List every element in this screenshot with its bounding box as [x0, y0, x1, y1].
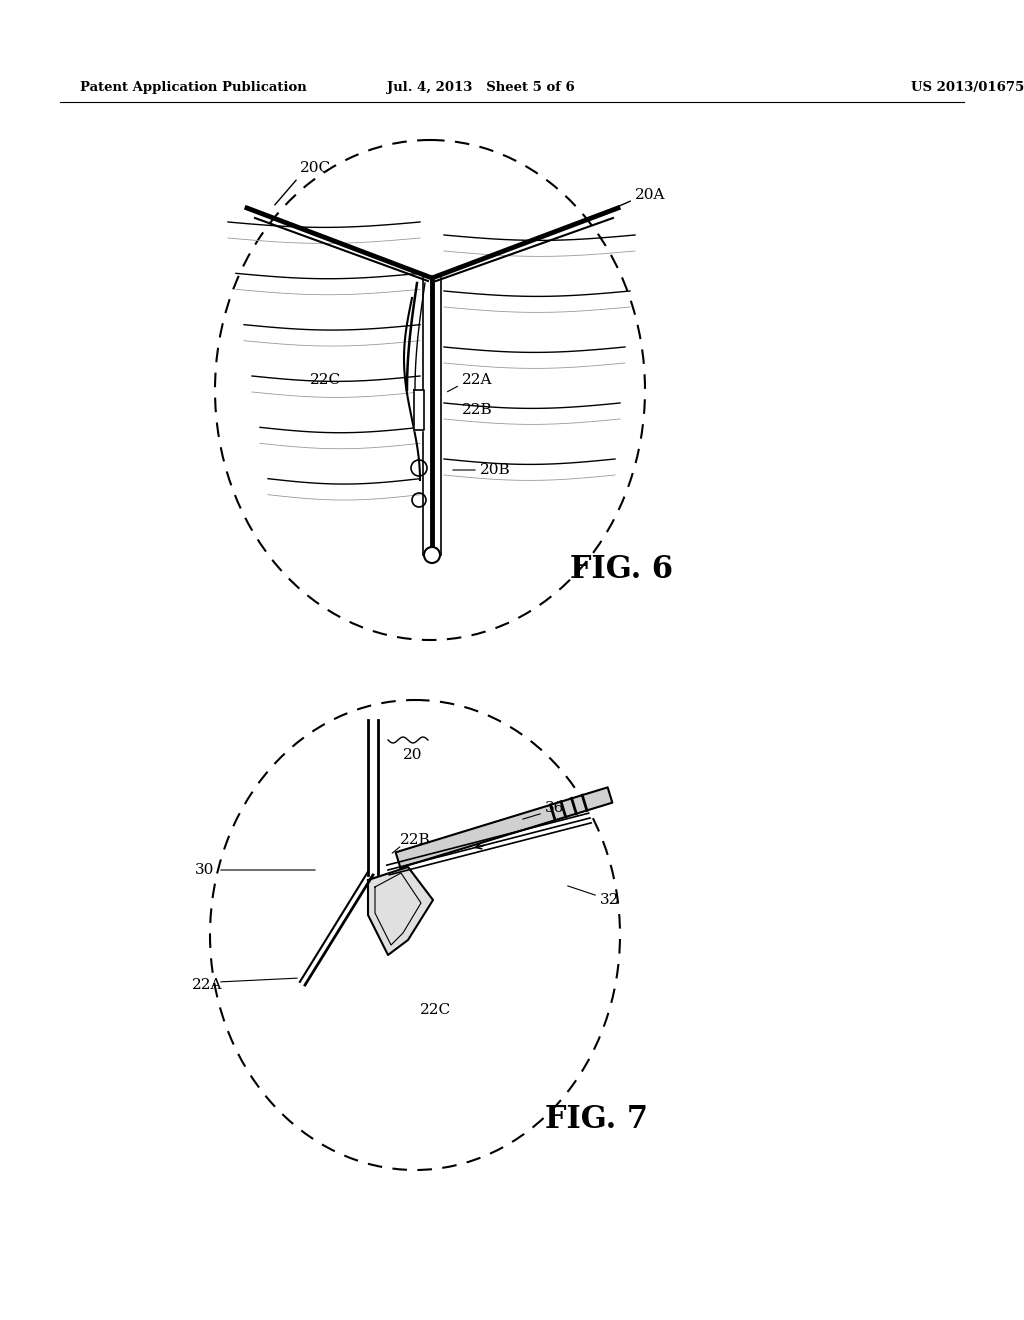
Polygon shape	[368, 719, 378, 875]
Text: 20B: 20B	[480, 463, 511, 477]
Text: 22B: 22B	[400, 833, 431, 847]
Text: FIG. 7: FIG. 7	[545, 1105, 648, 1135]
Text: 22A: 22A	[193, 978, 222, 993]
Polygon shape	[414, 389, 424, 430]
Text: FIG. 6: FIG. 6	[570, 554, 673, 586]
Text: 22C: 22C	[420, 1003, 452, 1016]
Text: 22B: 22B	[462, 403, 493, 417]
Text: 30: 30	[195, 863, 214, 876]
Circle shape	[424, 546, 440, 564]
Text: Jul. 4, 2013   Sheet 5 of 6: Jul. 4, 2013 Sheet 5 of 6	[387, 82, 575, 95]
Text: US 2013/0167582 A1: US 2013/0167582 A1	[911, 82, 1024, 95]
Text: 36: 36	[545, 801, 564, 814]
Polygon shape	[368, 867, 433, 954]
Text: 20A: 20A	[635, 187, 666, 202]
Text: 22C: 22C	[310, 374, 341, 387]
Text: 20: 20	[403, 748, 423, 762]
Text: 32: 32	[600, 894, 620, 907]
Text: Patent Application Publication: Patent Application Publication	[80, 82, 307, 95]
Text: 20C: 20C	[300, 161, 331, 176]
Text: 22A: 22A	[462, 374, 493, 387]
Polygon shape	[395, 787, 612, 867]
